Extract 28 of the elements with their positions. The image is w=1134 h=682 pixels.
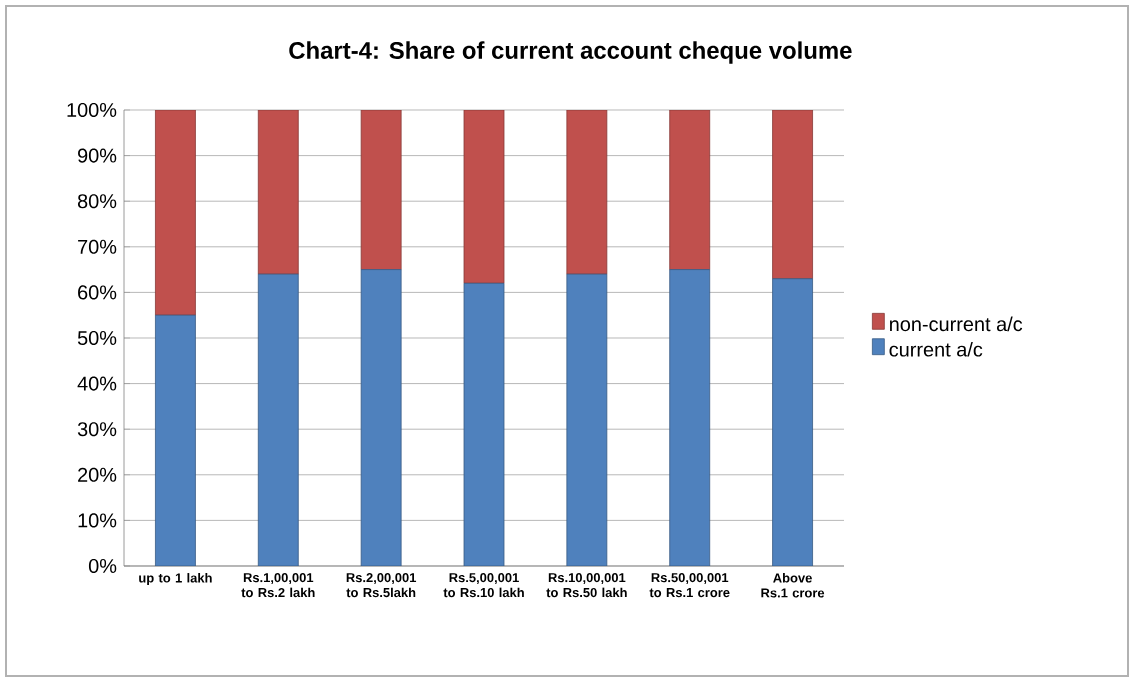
bar xyxy=(566,273,608,566)
y-tick-label: 0% xyxy=(88,558,117,574)
y-tick-label: 30% xyxy=(77,422,117,437)
bar xyxy=(772,278,813,566)
y-tick-label: 50% xyxy=(77,330,117,346)
legend-label: non-current a/c xyxy=(890,316,1023,332)
bar xyxy=(360,109,402,270)
y-tick-label: 40% xyxy=(77,376,117,391)
bar xyxy=(463,109,505,284)
bar xyxy=(155,314,196,566)
bar xyxy=(566,109,608,275)
legend-label: current a/c xyxy=(889,341,983,357)
bar xyxy=(360,269,402,566)
bar xyxy=(155,109,196,316)
y-tick-label: 100% xyxy=(67,102,117,118)
y-tick-label: 20% xyxy=(78,467,117,482)
bar xyxy=(257,109,299,275)
y-tick-label: 10% xyxy=(78,513,117,528)
bar xyxy=(772,109,813,280)
y-tick-label: 80% xyxy=(77,194,117,209)
y-tick-label: 90% xyxy=(78,148,117,163)
y-tick-label: 70% xyxy=(78,239,117,254)
bar xyxy=(669,109,711,270)
chart-title: Chart-4: Share of current account cheque volume xyxy=(289,41,852,64)
bar xyxy=(257,273,299,566)
bar xyxy=(463,282,505,566)
bar xyxy=(669,269,711,566)
y-tick-label: 60% xyxy=(78,285,117,300)
